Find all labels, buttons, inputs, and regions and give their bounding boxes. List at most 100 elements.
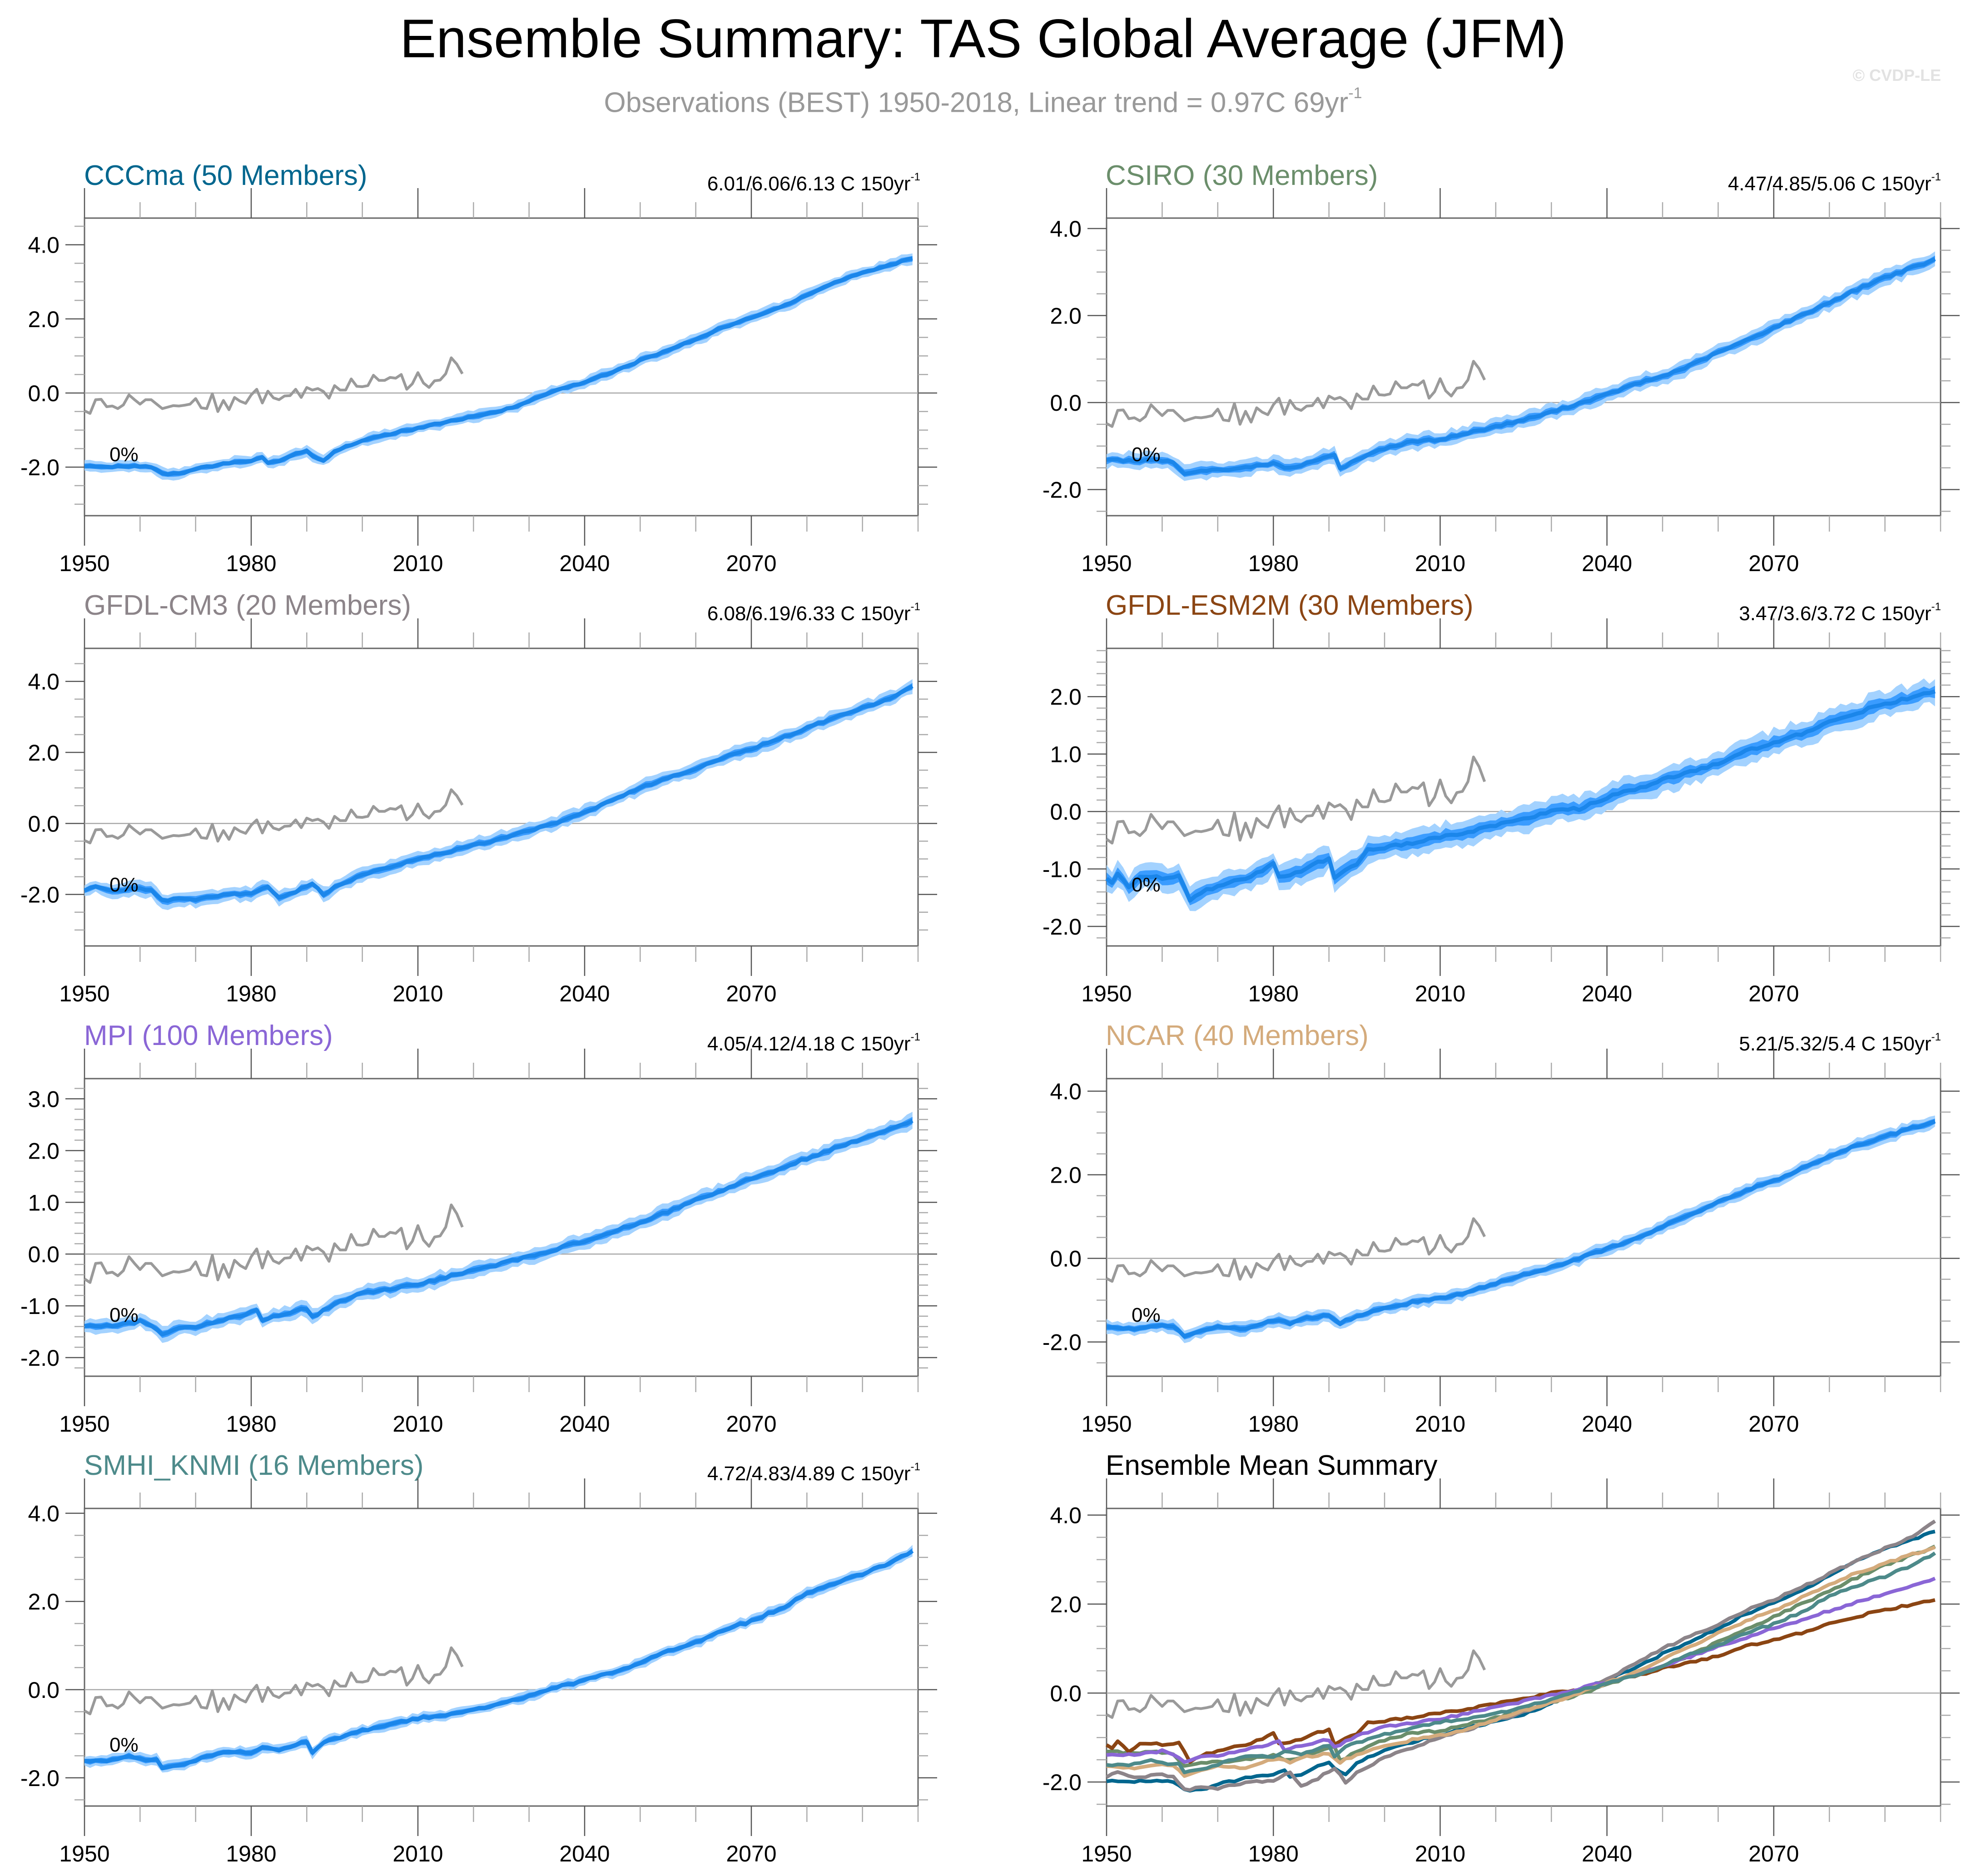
panel-csiro: 1950 1980 2010 2040 2070 -2.0 0.0 2.0 4.0 0% [1043, 188, 1960, 576]
ensemble-mean-line-smhi-knmi [1106, 1551, 1936, 1774]
ensemble-mean-line [84, 1549, 914, 1771]
percent-label: 0% [1132, 1304, 1161, 1326]
y-tick-label: -2.0 [20, 1766, 60, 1791]
x-tick-label: 1980 [1248, 1841, 1299, 1866]
panel-stats-cccma: 6.01/6.06/6.13 C 150yr-1 [707, 164, 920, 198]
x-tick-label: 2040 [1582, 1411, 1632, 1437]
x-tick-label: 1980 [226, 1841, 276, 1866]
x-tick-label: 2070 [1748, 1411, 1799, 1437]
y-tick-label: 2.0 [1050, 684, 1082, 710]
y-tick-label: 4.0 [28, 233, 60, 258]
x-tick-label: 2040 [559, 1411, 610, 1437]
x-tick-label: 2010 [1415, 551, 1465, 576]
x-tick-label: 1950 [1081, 1841, 1132, 1866]
x-tick-label: 2070 [1748, 1841, 1799, 1866]
ensemble-mean-line-cccma [1106, 1529, 1936, 1793]
y-tick-label: 4.0 [1050, 1503, 1082, 1528]
x-tick-label: 1950 [59, 981, 109, 1006]
y-tick-label: 0.0 [1050, 799, 1082, 825]
panel-stats-gfdl-cm3: 6.08/6.19/6.33 C 150yr-1 [707, 593, 920, 627]
stats-superscript: -1 [910, 1031, 920, 1043]
observations-line [1106, 1649, 1486, 1719]
x-tick-label: 2040 [1582, 551, 1632, 576]
y-tick-label: 2.0 [1050, 1163, 1082, 1188]
observations-line [84, 356, 464, 415]
y-tick-label: 4.0 [1050, 1079, 1082, 1105]
observations-line [84, 788, 464, 845]
ensemble-mean-line [1106, 1119, 1936, 1339]
y-tick-label: 2.0 [1050, 1592, 1082, 1617]
y-tick-label: -2.0 [20, 455, 60, 480]
plot-frame [1106, 647, 1941, 947]
panel-title-ncar: NCAR (40 Members) [1106, 1020, 1369, 1051]
panel-title-smhi-knmi: SMHI_KNMI (16 Members) [84, 1450, 424, 1481]
y-tick-label: -1.0 [1043, 857, 1082, 882]
stats-text: 4.47/4.85/5.06 C 150yr [1728, 172, 1931, 195]
x-tick-label: 1950 [1081, 1411, 1132, 1437]
observations-line [84, 1646, 464, 1716]
panel-gfdl-cm3: 1950 1980 2010 2040 2070 -2.0 0.0 2.0 4.0 0% [20, 618, 937, 1006]
x-tick-label: 2010 [1415, 1411, 1465, 1437]
y-tick-label: -2.0 [1043, 478, 1082, 503]
x-tick-label: 1980 [1248, 981, 1299, 1006]
ensemble-range-outer [1107, 678, 1935, 911]
y-tick-label: 2.0 [28, 1138, 60, 1164]
x-tick-label: 2010 [1415, 981, 1465, 1006]
observations-line [84, 1203, 464, 1284]
x-tick-label: 2010 [392, 981, 443, 1006]
panel-smhi-knmi: 1950 1980 2010 2040 2070 -2.0 0.0 2.0 4.0 0% [20, 1478, 937, 1866]
x-tick-label: 2040 [559, 1841, 610, 1866]
x-tick-label: 2070 [726, 1411, 776, 1437]
x-tick-label: 2040 [559, 551, 610, 576]
percent-label: 0% [109, 1734, 139, 1756]
panel-ensemble-mean-summary: 1950 1980 2010 2040 2070 -2.0 0.0 2.0 4.0 [1043, 1478, 1960, 1866]
x-tick-label: 2040 [1582, 981, 1632, 1006]
panel-title-mpi: MPI (100 Members) [84, 1020, 333, 1051]
ensemble-mean-line-gfdl-esm2m [1105, 1598, 1936, 1764]
stats-superscript: -1 [910, 171, 920, 183]
y-tick-label: 2.0 [28, 740, 60, 766]
x-tick-label: 2070 [726, 551, 776, 576]
ensemble-mean-line [1105, 689, 1936, 903]
x-tick-label: 1950 [59, 1841, 109, 1866]
x-tick-label: 1980 [226, 1411, 276, 1437]
x-tick-label: 2070 [726, 1841, 776, 1866]
x-tick-label: 2010 [392, 1841, 443, 1866]
panel-title-ensemble-mean-summary: Ensemble Mean Summary [1106, 1450, 1438, 1481]
x-tick-label: 1980 [1248, 1411, 1299, 1437]
panel-mpi: 1950 1980 2010 2040 2070 -2.0 -1.0 0.0 1.0 2.0 3.0… [20, 1049, 937, 1437]
y-tick-label: 2.0 [28, 1589, 60, 1615]
y-tick-label: 4.0 [28, 669, 60, 695]
stats-text: 3.47/3.6/3.72 C 150yr [1739, 602, 1931, 625]
panel-stats-ncar: 5.21/5.32/5.4 C 150yr-1 [1739, 1024, 1941, 1058]
percent-label: 0% [1132, 443, 1161, 466]
stats-superscript: -1 [1931, 601, 1941, 613]
observations-line [1106, 756, 1486, 845]
x-tick-label: 2010 [392, 1411, 443, 1437]
x-tick-label: 2010 [1415, 1841, 1465, 1866]
x-tick-label: 1980 [226, 981, 276, 1006]
observations-line [1106, 360, 1486, 428]
percent-label: 0% [1132, 874, 1161, 896]
y-tick-label: 2.0 [28, 307, 60, 332]
x-tick-label: 1950 [59, 1411, 109, 1437]
ensemble-mean-line [84, 684, 913, 903]
ensemble-mean-line [84, 1119, 913, 1337]
y-tick-label: -2.0 [1043, 1770, 1082, 1795]
panel-ncar: 1950 1980 2010 2040 2070 -2.0 0.0 2.0 4.0 0% [1043, 1049, 1960, 1437]
x-tick-label: 1980 [1248, 551, 1299, 576]
stats-superscript: -1 [910, 1461, 920, 1473]
x-tick-label: 2070 [726, 981, 776, 1006]
ensemble-mean-line [84, 256, 913, 477]
stats-text: 4.72/4.83/4.89 C 150yr [707, 1462, 911, 1485]
y-tick-label: -2.0 [20, 882, 60, 908]
copyright-watermark: © CVDP-LE [1852, 66, 1941, 85]
panel-stats-mpi: 4.05/4.12/4.18 C 150yr-1 [707, 1024, 920, 1058]
ensemble-mean-line-ncar [1106, 1545, 1936, 1778]
stats-superscript: -1 [910, 601, 920, 613]
x-tick-label: 1950 [59, 551, 109, 576]
subtitle-superscript: -1 [1348, 85, 1362, 102]
percent-label: 0% [109, 1304, 139, 1326]
stats-text: 6.08/6.19/6.33 C 150yr [707, 602, 911, 625]
